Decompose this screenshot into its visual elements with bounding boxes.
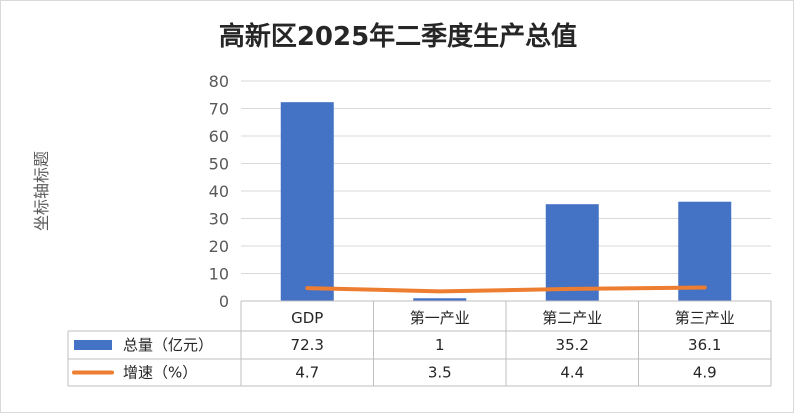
y-tick-label: 80 (209, 72, 229, 91)
bar (546, 204, 599, 301)
y-tick-label: 30 (209, 210, 229, 229)
data-label: 3.5 (428, 364, 452, 382)
chart-title: 高新区2025年二季度生产总值 (219, 21, 577, 52)
bar-series (281, 102, 732, 301)
x-category-label: GDP (291, 309, 323, 327)
line-series (307, 287, 705, 291)
legend-series-name: 总量（亿元） (123, 336, 213, 354)
y-tick-label: 20 (209, 237, 229, 256)
legend-key-bar (74, 340, 112, 350)
y-tick-label: 0 (219, 292, 229, 311)
line-path (307, 288, 705, 292)
data-label: 1 (435, 336, 445, 354)
y-tick-label: 10 (209, 265, 229, 284)
y-tick-label: 50 (209, 155, 229, 174)
data-label: 4.7 (295, 364, 319, 382)
x-category-label: 第二产业 (542, 309, 602, 327)
bar (281, 102, 334, 301)
data-label: 4.4 (560, 364, 584, 382)
y-tick-label: 70 (209, 100, 229, 119)
data-label: 72.3 (291, 336, 324, 354)
legend-series-name: 增速（%） (123, 364, 197, 382)
data-label: 4.9 (693, 364, 717, 382)
x-category-label: 第一产业 (410, 309, 470, 327)
y-tick-label: 60 (209, 127, 229, 146)
data-label: 36.1 (688, 336, 721, 354)
y-axis-title: 坐标轴标题 (32, 151, 51, 231)
x-category-label: 第三产业 (675, 309, 735, 327)
data-label: 35.2 (556, 336, 589, 354)
y-tick-label: 40 (209, 182, 229, 201)
y-axis-ticks: 0 10 20 30 40 50 60 70 80 (209, 72, 229, 311)
